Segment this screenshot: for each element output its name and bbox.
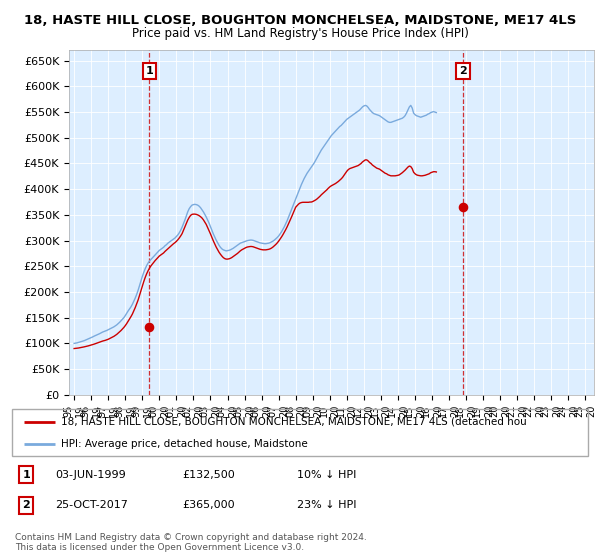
Text: 18, HASTE HILL CLOSE, BOUGHTON MONCHELSEA, MAIDSTONE, ME17 4LS (detached hou: 18, HASTE HILL CLOSE, BOUGHTON MONCHELSE… <box>61 417 527 427</box>
Text: 23% ↓ HPI: 23% ↓ HPI <box>297 501 356 510</box>
Text: 25-OCT-2017: 25-OCT-2017 <box>55 501 128 510</box>
Text: 2: 2 <box>23 501 30 510</box>
Text: This data is licensed under the Open Government Licence v3.0.: This data is licensed under the Open Gov… <box>15 543 304 552</box>
Text: 1: 1 <box>146 66 154 76</box>
Point <box>145 322 154 331</box>
Text: £365,000: £365,000 <box>182 501 235 510</box>
Text: £132,500: £132,500 <box>182 470 235 479</box>
Text: 03-JUN-1999: 03-JUN-1999 <box>55 470 126 479</box>
Text: Price paid vs. HM Land Registry's House Price Index (HPI): Price paid vs. HM Land Registry's House … <box>131 27 469 40</box>
Text: 10% ↓ HPI: 10% ↓ HPI <box>297 470 356 479</box>
Text: 2: 2 <box>459 66 467 76</box>
Point <box>458 203 468 212</box>
Text: 18, HASTE HILL CLOSE, BOUGHTON MONCHELSEA, MAIDSTONE, ME17 4LS: 18, HASTE HILL CLOSE, BOUGHTON MONCHELSE… <box>24 14 576 27</box>
Text: Contains HM Land Registry data © Crown copyright and database right 2024.: Contains HM Land Registry data © Crown c… <box>15 533 367 542</box>
Text: HPI: Average price, detached house, Maidstone: HPI: Average price, detached house, Maid… <box>61 438 308 449</box>
Text: 1: 1 <box>23 470 30 479</box>
